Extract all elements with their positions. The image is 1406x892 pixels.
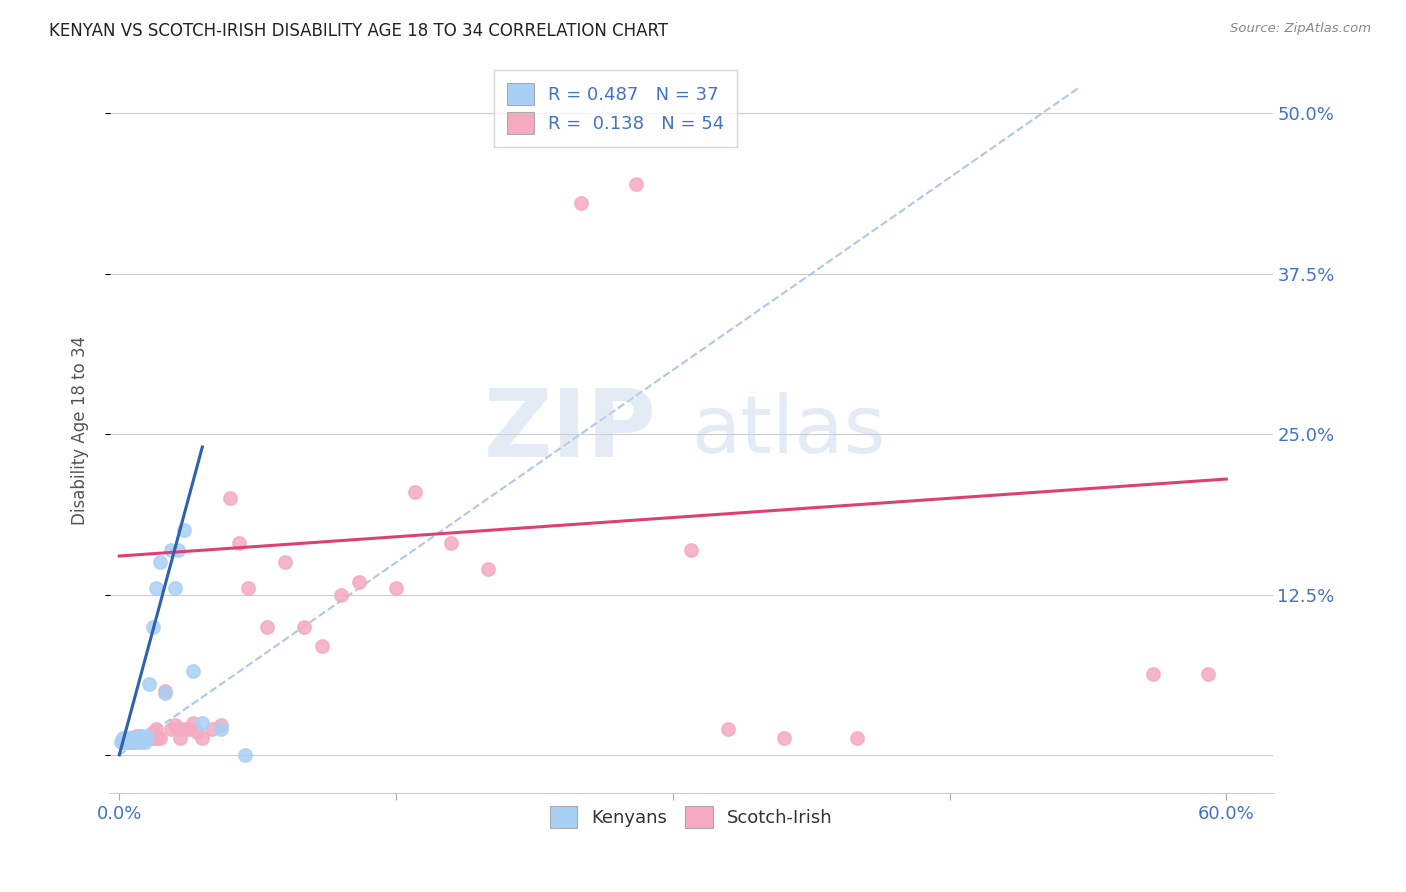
Point — [128, 729, 150, 743]
Point — [122, 735, 145, 749]
Point — [846, 731, 869, 746]
Point — [347, 574, 370, 589]
Point — [477, 562, 499, 576]
Point — [117, 735, 139, 749]
Point — [114, 732, 136, 747]
Point — [138, 729, 160, 743]
Legend: Kenyans, Scotch-Irish: Kenyans, Scotch-Irish — [543, 798, 839, 835]
Point — [209, 718, 232, 732]
Point — [136, 729, 159, 743]
Point — [167, 542, 190, 557]
Point — [132, 732, 155, 747]
Point — [167, 722, 190, 736]
Point — [115, 735, 138, 749]
Y-axis label: Disability Age 18 to 34: Disability Age 18 to 34 — [72, 336, 89, 525]
Point — [200, 722, 222, 736]
Point — [141, 619, 163, 633]
Point — [122, 735, 145, 749]
Point — [440, 536, 463, 550]
Point — [160, 542, 183, 557]
Point — [131, 729, 153, 743]
Point — [127, 731, 149, 746]
Point — [238, 581, 260, 595]
Point — [131, 735, 153, 749]
Point — [138, 677, 160, 691]
Point — [121, 731, 143, 746]
Point — [149, 556, 172, 570]
Point — [179, 722, 201, 736]
Point — [120, 732, 142, 747]
Point — [329, 587, 352, 601]
Point — [120, 731, 142, 746]
Point — [114, 735, 136, 749]
Point — [163, 718, 186, 732]
Point — [186, 724, 208, 739]
Text: ZIP: ZIP — [484, 385, 657, 477]
Point — [256, 619, 278, 633]
Point — [117, 732, 139, 747]
Point — [139, 731, 162, 746]
Point — [115, 735, 138, 749]
Point — [120, 732, 142, 747]
Point — [569, 196, 592, 211]
Point — [173, 524, 195, 538]
Point — [169, 731, 191, 746]
Point — [404, 484, 426, 499]
Point — [191, 715, 214, 730]
Point — [1197, 667, 1219, 681]
Point — [136, 731, 159, 746]
Point — [143, 731, 166, 746]
Point — [155, 683, 177, 698]
Point — [233, 747, 256, 762]
Point — [125, 731, 148, 746]
Point — [114, 731, 136, 746]
Point — [122, 732, 145, 747]
Point — [127, 735, 149, 749]
Point — [173, 722, 195, 736]
Point — [134, 735, 156, 749]
Point — [772, 731, 794, 746]
Point — [127, 731, 149, 746]
Point — [181, 665, 204, 679]
Point — [209, 722, 232, 736]
Point — [134, 732, 156, 747]
Point — [274, 556, 297, 570]
Text: KENYAN VS SCOTCH-IRISH DISABILITY AGE 18 TO 34 CORRELATION CHART: KENYAN VS SCOTCH-IRISH DISABILITY AGE 18… — [49, 22, 668, 40]
Point — [191, 731, 214, 746]
Point — [1142, 667, 1164, 681]
Point — [115, 732, 138, 747]
Point — [717, 722, 740, 736]
Text: Source: ZipAtlas.com: Source: ZipAtlas.com — [1230, 22, 1371, 36]
Point — [111, 735, 134, 749]
Text: atlas: atlas — [692, 392, 886, 470]
Point — [219, 491, 242, 506]
Point — [292, 619, 315, 633]
Point — [128, 732, 150, 747]
Point — [181, 715, 204, 730]
Point — [121, 735, 143, 749]
Point — [145, 581, 167, 595]
Point — [385, 581, 408, 595]
Point — [141, 724, 163, 739]
Point — [111, 732, 134, 747]
Point — [155, 686, 177, 700]
Point — [146, 731, 169, 746]
Point — [145, 722, 167, 736]
Point — [160, 722, 183, 736]
Point — [149, 731, 172, 746]
Point — [228, 536, 250, 550]
Point — [163, 581, 186, 595]
Point — [117, 731, 139, 746]
Point — [624, 177, 647, 191]
Point — [110, 735, 132, 749]
Point — [121, 731, 143, 746]
Point — [311, 639, 333, 653]
Point — [131, 731, 153, 746]
Point — [125, 729, 148, 743]
Point — [681, 542, 703, 557]
Point — [132, 731, 155, 746]
Point — [111, 731, 134, 746]
